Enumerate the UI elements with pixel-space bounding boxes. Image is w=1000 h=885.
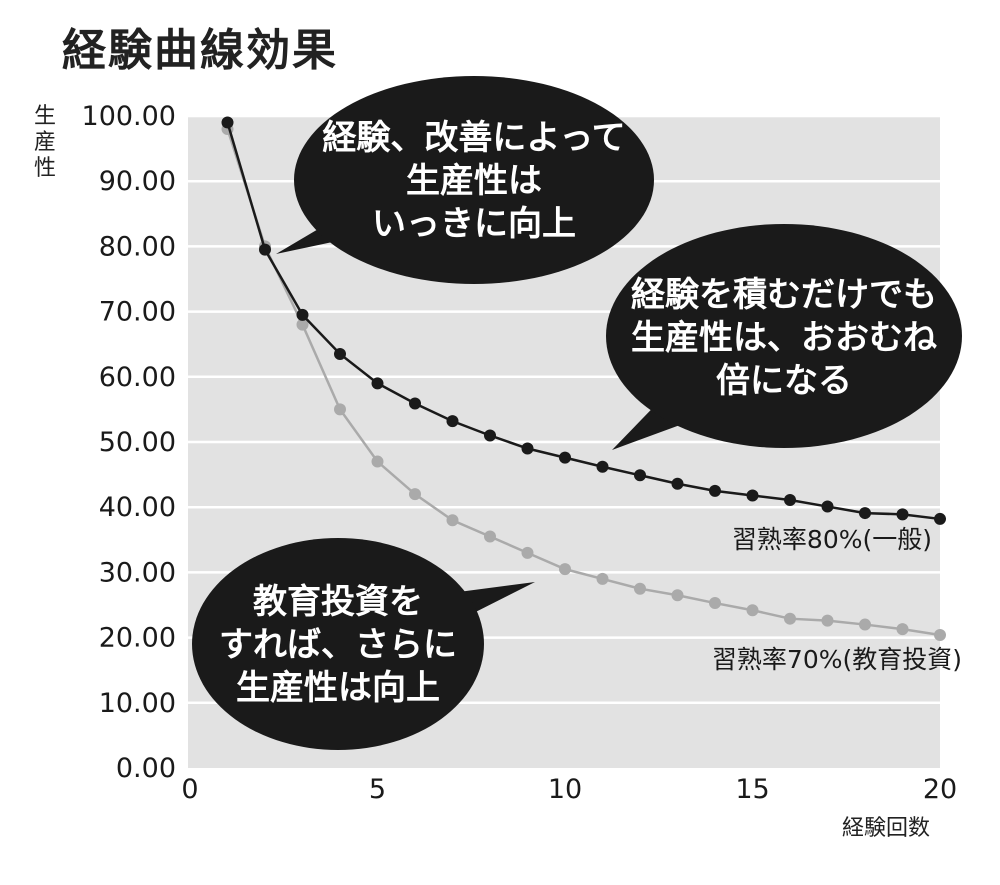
annotation-bubble-2: 経験を積むだけでも 生産性は、おおむね 倍になる bbox=[606, 224, 962, 450]
data-point bbox=[521, 546, 534, 559]
x-tick-label: 5 bbox=[369, 774, 386, 805]
bubble-1-line-2: 生産性は bbox=[406, 161, 542, 201]
data-point bbox=[596, 572, 609, 585]
data-point bbox=[559, 563, 571, 576]
x-tick-label: 20 bbox=[923, 774, 957, 805]
series-line-1 bbox=[226, 128, 941, 637]
data-point bbox=[446, 415, 459, 428]
data-point bbox=[934, 512, 946, 525]
y-tick-label: 100.00 bbox=[82, 101, 176, 132]
bubble-3-line-1: 教育投資を bbox=[253, 582, 423, 622]
data-point bbox=[859, 507, 871, 520]
bubble-1-body bbox=[294, 76, 654, 284]
data-point bbox=[446, 514, 459, 527]
x-tick-label: 10 bbox=[548, 774, 582, 805]
x-axis-label: 経験回数 bbox=[842, 816, 931, 841]
bubble-1-line-1: 経験、改善によって bbox=[322, 118, 625, 158]
annotation-bubble-3: 教育投資を すれば、さらに 生産性は向上 bbox=[192, 538, 535, 750]
data-point bbox=[371, 455, 384, 468]
data-point bbox=[784, 494, 796, 507]
x-axis-ticks: 0 5 10 15 20 bbox=[181, 774, 957, 805]
y-tick-label: 60.00 bbox=[99, 362, 176, 393]
data-point bbox=[296, 308, 309, 321]
y-tick-label: 20.00 bbox=[99, 623, 176, 654]
data-point bbox=[896, 508, 909, 521]
y-axis-label: 生産性 bbox=[33, 104, 56, 181]
data-point bbox=[671, 477, 684, 490]
data-point bbox=[521, 442, 534, 455]
data-point bbox=[634, 469, 646, 482]
annotation-bubble-1: 経験、改善によって 生産性は いっきに向上 bbox=[276, 76, 654, 284]
data-point bbox=[859, 618, 871, 631]
bubble-2-line-3: 倍になる bbox=[716, 361, 852, 401]
data-point bbox=[484, 530, 496, 543]
bubble-2-body bbox=[606, 224, 962, 448]
series-label-70: 習熟率70%(教育投資) bbox=[712, 645, 962, 674]
data-point bbox=[409, 397, 421, 410]
data-point bbox=[596, 460, 609, 473]
y-axis-ticks: 0.00 10.00 20.00 30.00 40.00 50.00 60.00 70.00 8… bbox=[82, 101, 176, 784]
y-tick-label: 10.00 bbox=[99, 688, 176, 719]
series-group bbox=[221, 116, 946, 641]
x-tick-label: 15 bbox=[735, 774, 769, 805]
y-tick-label: 70.00 bbox=[99, 297, 176, 328]
data-point bbox=[371, 377, 384, 390]
series-label-80: 習熟率80%(一般) bbox=[732, 525, 932, 554]
data-point bbox=[296, 318, 309, 331]
data-point bbox=[821, 614, 834, 627]
data-point bbox=[671, 589, 684, 602]
bubble-1-line-3: いっきに向上 bbox=[372, 204, 576, 244]
data-point bbox=[821, 500, 834, 513]
x-tick-label: 0 bbox=[181, 774, 198, 805]
bubble-3-line-3: 生産性は向上 bbox=[236, 668, 440, 708]
data-point bbox=[934, 628, 946, 641]
data-point bbox=[409, 488, 421, 501]
chart-title: 経験曲線効果 bbox=[62, 25, 338, 76]
data-point bbox=[334, 347, 346, 360]
data-point bbox=[259, 243, 271, 256]
series-line-0 bbox=[226, 122, 941, 521]
y-tick-label: 80.00 bbox=[99, 231, 176, 262]
y-tick-label: 40.00 bbox=[99, 492, 176, 523]
bubble-2-line-2: 生産性は、おおむね bbox=[631, 318, 937, 358]
data-point bbox=[784, 612, 796, 625]
data-point bbox=[896, 623, 909, 636]
data-point bbox=[221, 116, 234, 129]
y-tick-label: 90.00 bbox=[99, 166, 176, 197]
data-point bbox=[746, 604, 759, 617]
data-point bbox=[634, 582, 646, 595]
data-point bbox=[484, 429, 496, 442]
data-point bbox=[709, 597, 721, 610]
bubble-3-body bbox=[192, 538, 484, 750]
bubble-3-line-2: すれば、さらに bbox=[219, 625, 457, 665]
data-point bbox=[746, 489, 759, 502]
data-point bbox=[559, 451, 571, 464]
data-point bbox=[334, 403, 346, 416]
bubble-2-line-1: 経験を積むだけでも bbox=[631, 275, 937, 315]
y-tick-label: 0.00 bbox=[116, 753, 176, 784]
y-tick-label: 50.00 bbox=[99, 427, 176, 458]
y-tick-label: 30.00 bbox=[99, 557, 176, 588]
data-point bbox=[709, 484, 721, 497]
